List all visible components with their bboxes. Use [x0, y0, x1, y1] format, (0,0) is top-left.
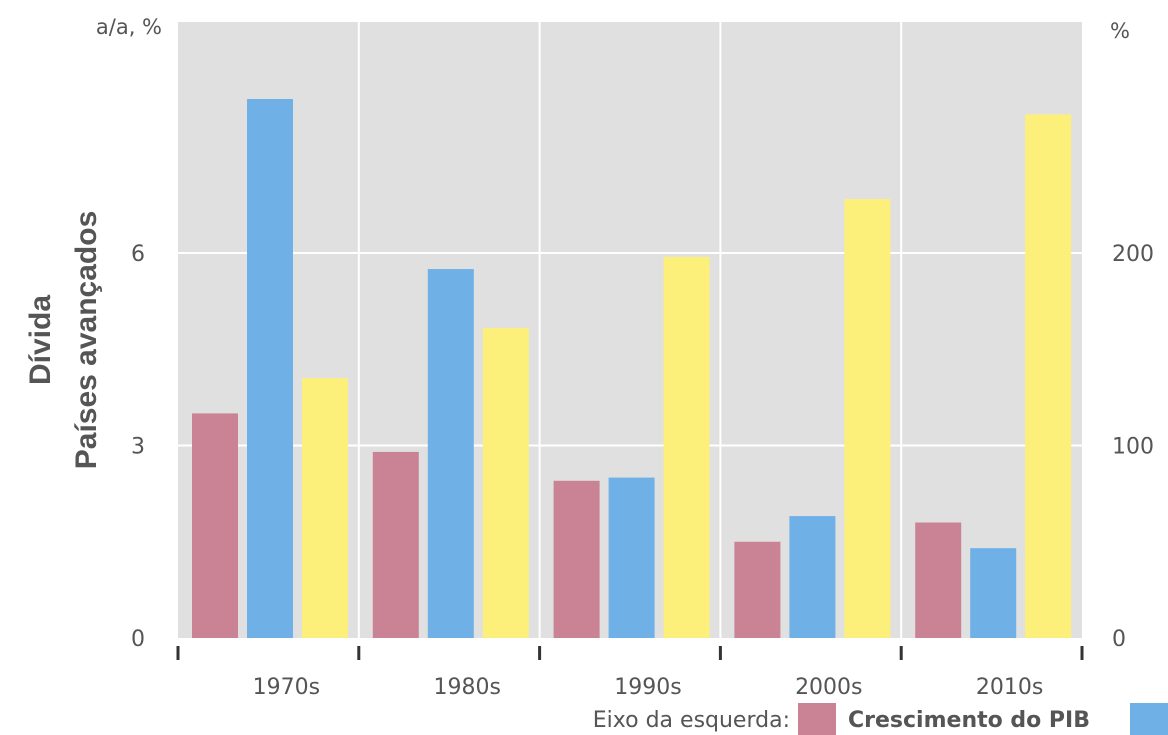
- right-axis-unit: %: [1110, 19, 1130, 43]
- bar-1990s-s2: [663, 256, 710, 638]
- legend-swatch-gdp: [798, 703, 836, 735]
- bar-1970s-s1: [247, 99, 293, 638]
- bar-1970s-s0: [192, 413, 238, 638]
- x-tick-label: 1970s: [253, 675, 320, 700]
- bar-2000s-s2: [844, 199, 891, 638]
- bar-2010s-s0: [915, 522, 962, 638]
- bar-1980s-s0: [372, 451, 419, 638]
- y-right-tick-label: 0: [1112, 627, 1126, 652]
- bar-1990s-s0: [553, 480, 600, 638]
- chart-title-line-2: Países avançados: [70, 211, 103, 470]
- bar-1990s-s1: [608, 477, 655, 638]
- x-tick-label: 2000s: [795, 675, 862, 700]
- legend-swatch-series-2: [1130, 703, 1168, 735]
- legend-label-gdp: Crescimento do PIB: [848, 708, 1090, 733]
- y-left-tick-label: 0: [131, 627, 145, 652]
- bar-1970s-s2: [302, 378, 348, 638]
- y-right-tick-label: 200: [1112, 242, 1154, 267]
- bar-2010s-s2: [1025, 114, 1072, 638]
- legend: Eixo da esquerda: Crescimento do PIB: [593, 703, 1168, 735]
- bar-2000s-s1: [789, 516, 836, 638]
- axes: 1970s 1980s 1990s 2000s 2010s 0 3 6 0 100 200: [131, 242, 1154, 700]
- x-tick-label: 1990s: [614, 675, 681, 700]
- bar-2000s-s0: [734, 541, 781, 638]
- y-right-tick-label: 100: [1112, 435, 1154, 460]
- x-tick-label: 1980s: [433, 675, 500, 700]
- bar-1980s-s1: [427, 269, 474, 638]
- bar-2010s-s1: [970, 548, 1017, 638]
- chart-title-line-1: Dívida: [24, 295, 57, 385]
- legend-prefix: Eixo da esquerda:: [593, 708, 790, 733]
- left-axis-unit: a/a, %: [96, 15, 162, 39]
- y-left-tick-label: 6: [131, 242, 145, 267]
- x-tick-label: 2010s: [976, 675, 1043, 700]
- y-left-tick-label: 3: [131, 435, 145, 460]
- bar-1980s-s2: [482, 328, 529, 638]
- bars: [192, 99, 1072, 638]
